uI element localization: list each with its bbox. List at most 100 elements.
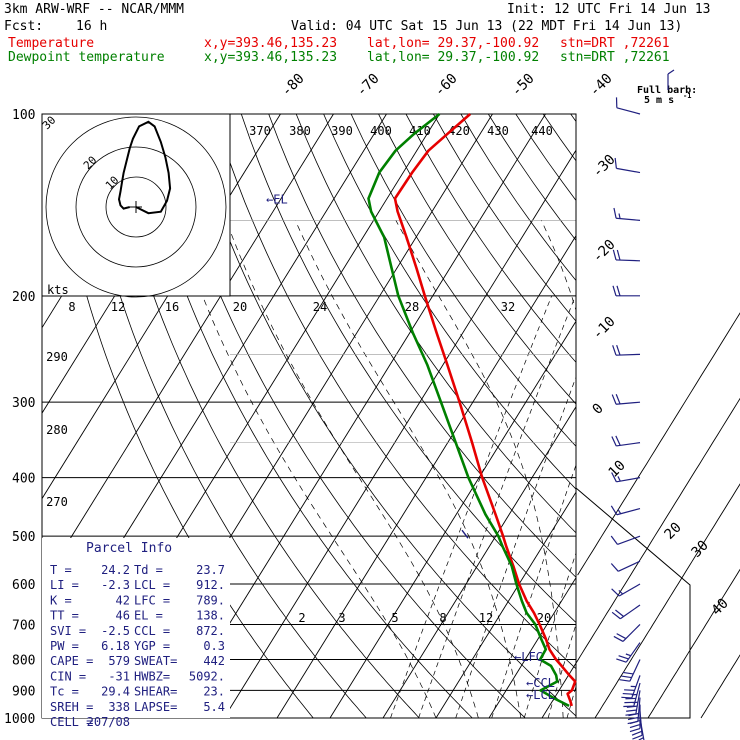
mixing-ratio-label-upper: 32: [501, 300, 515, 314]
wind-barb-staff: [616, 167, 641, 174]
wind-barb-flag: [611, 472, 617, 483]
wind-barb-flag: [614, 157, 617, 169]
barb-legend-barb: [667, 69, 675, 75]
dry-adiabat: [487, 114, 576, 241]
wind-barb-flag: [616, 285, 621, 296]
isotherm-line: [42, 114, 334, 585]
moist-adiabat: [541, 220, 576, 312]
parcel-key: SREH =: [50, 700, 93, 714]
parcel-key-2: EL =: [134, 609, 163, 623]
moist-adiabat: [175, 220, 437, 718]
isotherm-ext: [575, 397, 740, 663]
dry-adiabat: [131, 114, 473, 718]
parcel-key: LI =: [50, 578, 79, 592]
barb-legend-value: 5 m s: [644, 95, 674, 106]
ccl-marker: ←CCL: [526, 676, 555, 690]
theta-label: 440: [531, 124, 553, 138]
wind-barb-flag: [627, 720, 639, 725]
isotherm-label: 0: [590, 401, 607, 418]
wind-barb-flag: [624, 689, 635, 692]
parcel-value: -31: [108, 669, 130, 683]
wind-barb-flag: [616, 633, 627, 640]
init-time: Init: 12 UTC Fri 14 Jun 13: [507, 2, 711, 17]
forecast-value: 16 h: [76, 19, 108, 34]
theta-label: 430: [487, 124, 509, 138]
wind-barb-flag: [613, 207, 617, 219]
dry-adiabat: [378, 114, 576, 405]
dewpoint-trace: [367, 112, 570, 708]
isotherm-line: [595, 114, 740, 718]
mixing-ratio-line: [390, 295, 553, 718]
isotherm-label: 20: [662, 520, 685, 543]
wind-barb-flag: [627, 716, 639, 721]
isotherm-line: [223, 149, 576, 718]
dry-adiabat: [213, 114, 576, 670]
hodograph-ring: [75, 146, 197, 268]
wind-barb-flag: [621, 675, 632, 679]
wind-barb-flag: [629, 723, 641, 729]
dry-adiabat: [570, 114, 576, 123]
lcl-kink: [461, 529, 469, 539]
parcel-value: -2.3: [101, 578, 130, 592]
wind-barb-half: [617, 508, 622, 515]
wind-barb-flag: [611, 588, 620, 597]
pressure-label: 800: [12, 653, 35, 668]
dry-adiabat: [542, 114, 576, 162]
lfc-marker: ←LFC: [514, 650, 543, 664]
isotherm-label: -60: [432, 71, 461, 100]
temperature-trace: [393, 113, 577, 707]
theta-label: 390: [331, 124, 353, 138]
wind-barb-flag: [621, 696, 632, 699]
parcel-key: SVI =: [50, 624, 86, 638]
parcel-key-2: LCL =: [134, 578, 170, 592]
isotherm-label: -10: [590, 314, 619, 343]
isotherm-label: -50: [509, 71, 538, 100]
wind-barb-flag: [629, 727, 641, 733]
parcel-key: PW =: [50, 639, 79, 653]
wind-barb-flag: [610, 535, 618, 545]
isotherm-label: -80: [279, 71, 308, 100]
theta-label-low: 270: [46, 495, 68, 509]
isotherm-line: [382, 405, 576, 718]
dry-adiabat: [350, 114, 576, 447]
pressure-label: 600: [12, 578, 35, 593]
parcel-key-2: YGP =: [134, 639, 170, 653]
mixing-ratio-label: 20: [537, 611, 551, 625]
mixing-ratio-label: 12: [479, 611, 493, 625]
isotherm-label: 30: [689, 538, 712, 561]
wind-barb-flag: [612, 285, 617, 296]
pressure-label: 900: [12, 684, 35, 699]
dry-adiabat: [433, 114, 576, 322]
mixing-ratio-label-upper: 24: [313, 300, 327, 314]
wind-barb-flag: [613, 635, 624, 642]
wind-barb-flag: [615, 394, 621, 405]
pressure-label: 300: [12, 396, 35, 411]
parcel-value-2: 442: [203, 654, 225, 668]
plot-frame: [41, 113, 577, 719]
mixing-ratio-label-upper: 12: [111, 300, 125, 314]
pressure-label: 100: [12, 108, 35, 123]
moist-adiabat: [294, 220, 522, 718]
parcel-value-2: 789.: [196, 593, 225, 607]
parcel-value-2: 912.: [196, 578, 225, 592]
parcel-value: 6.18: [101, 639, 130, 653]
parcel-key-2: SHEAR=: [134, 685, 177, 699]
mixing-ratio-line: [583, 296, 712, 718]
parcel-value-2: 138.: [196, 609, 225, 623]
theta-label: 380: [289, 124, 311, 138]
mixing-ratio-line: [491, 463, 576, 718]
dewpoint-legend: Dewpoint temperature: [8, 50, 165, 65]
wind-barb-flag: [626, 709, 637, 712]
pressure-label: 1000: [4, 712, 35, 727]
parcel-key-2: LAPSE=: [134, 700, 177, 714]
wind-barb-flag: [625, 713, 636, 716]
mixing-ratio-label: 2: [298, 611, 305, 625]
isotherm-line: [435, 491, 576, 718]
parcel-value-2: 5092.: [189, 669, 225, 683]
wind-barb-flag: [619, 679, 630, 682]
wind-barb-flag: [631, 730, 642, 736]
barb-legend-title: Full barb:: [637, 85, 697, 96]
wind-barb-flag: [615, 609, 624, 617]
parcel-value: 207/08: [87, 715, 130, 729]
dry-adiabat: [240, 114, 576, 624]
